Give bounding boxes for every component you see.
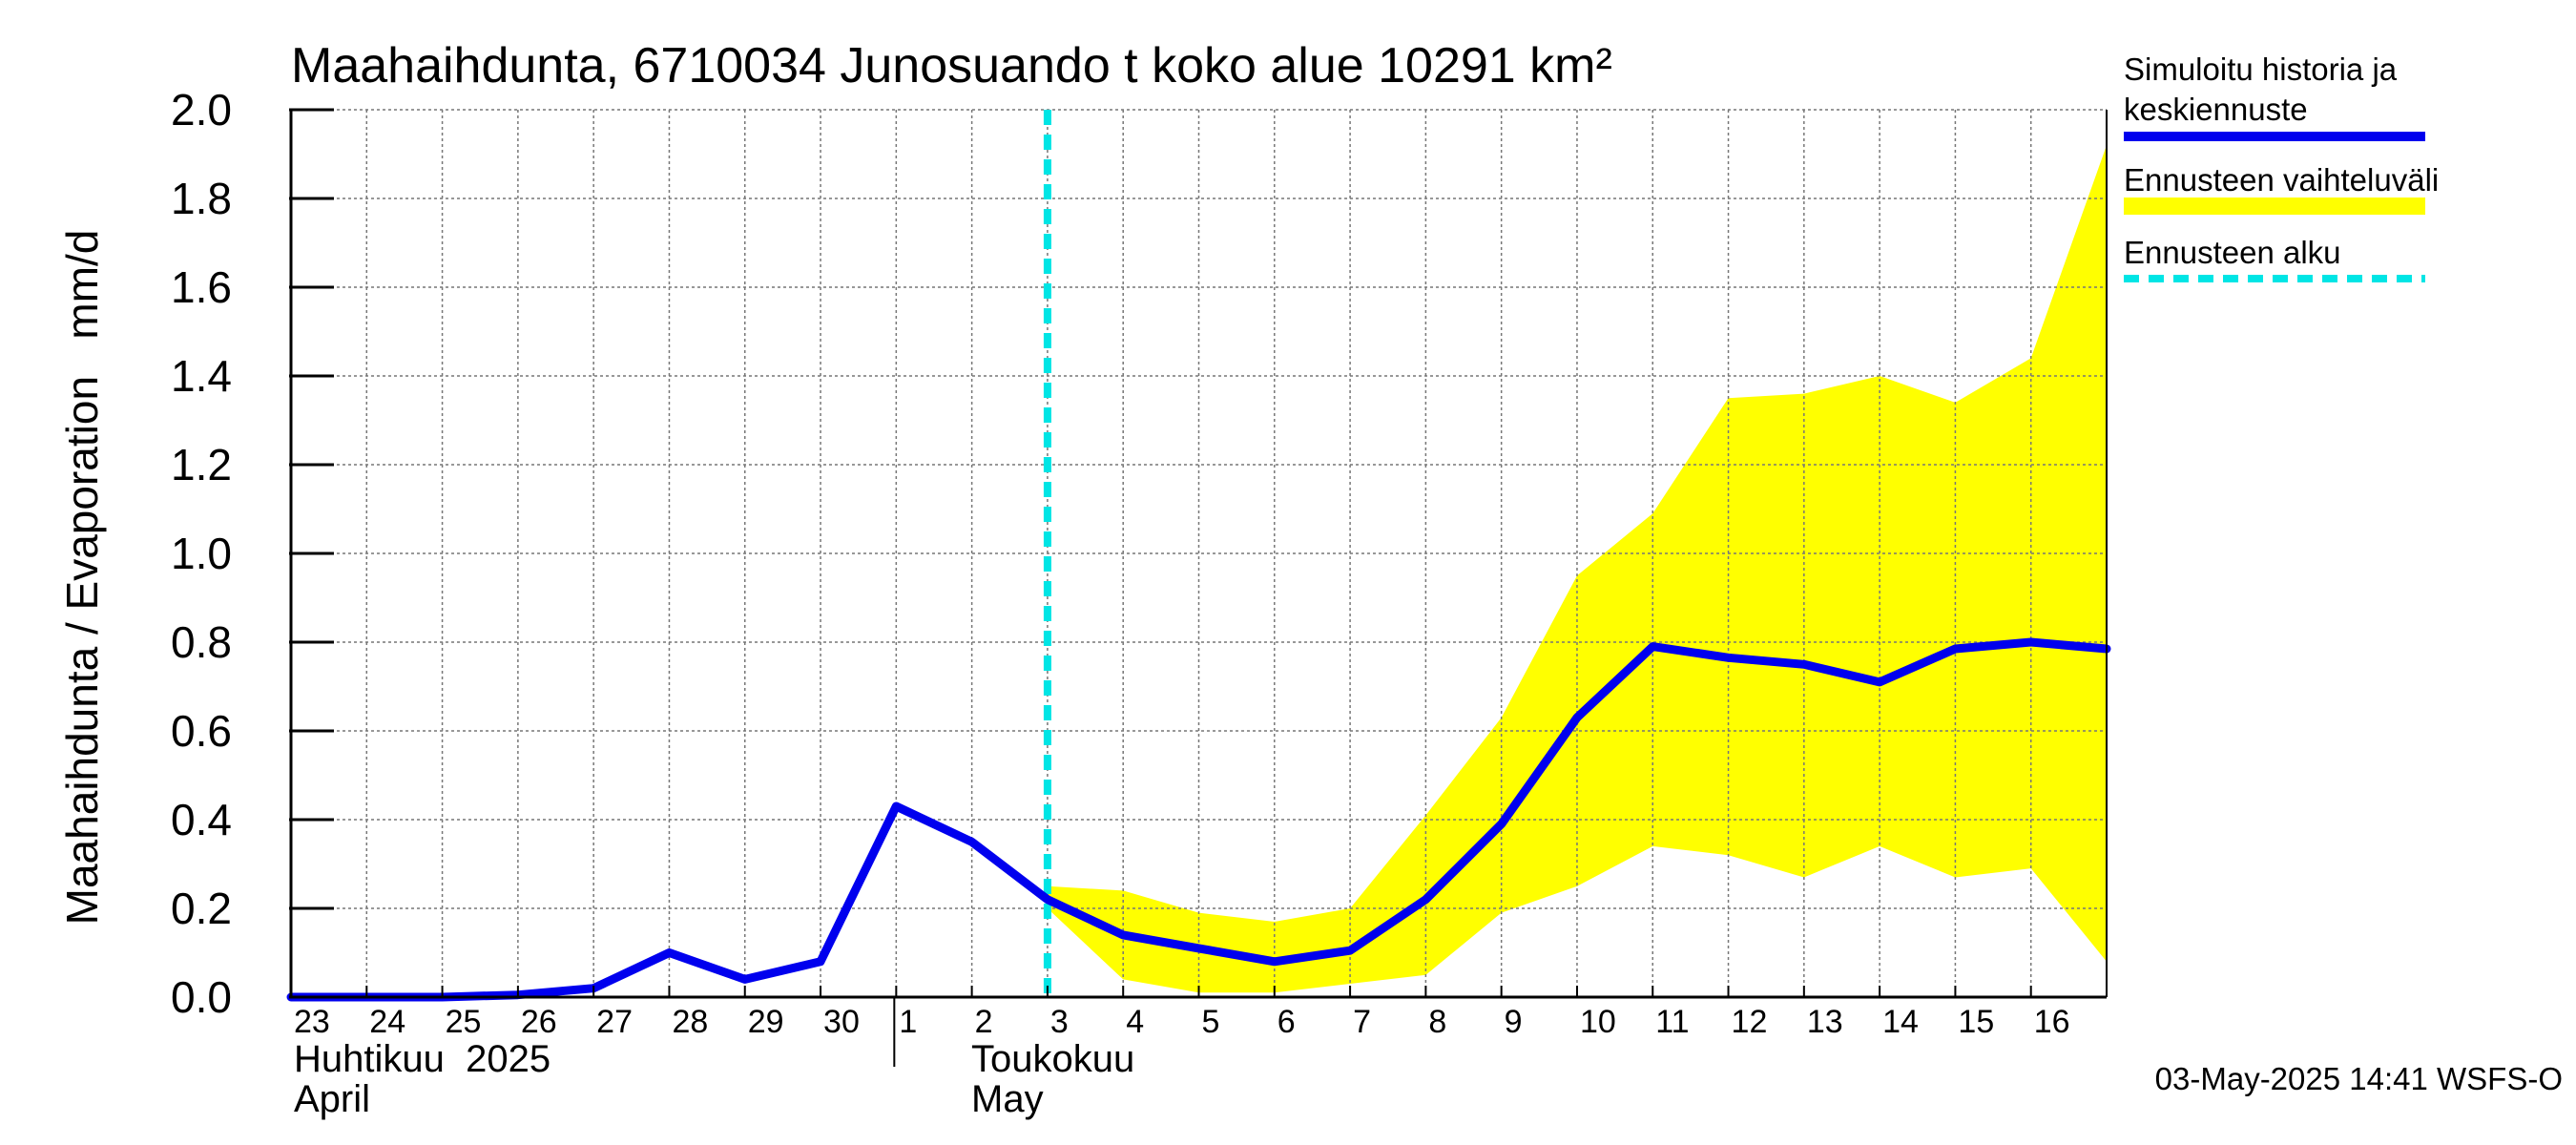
label-layer: 0.00.20.40.60.81.01.21.41.61.82.023 24 25 2… (171, 85, 2069, 1040)
y-tick-label: 0.2 (171, 884, 232, 933)
x-tick-label: 29 (748, 1004, 784, 1040)
x-tick-label: 12 (1732, 1004, 1768, 1040)
month-label-may-line1: Toukokuu (971, 1038, 1134, 1080)
x-tick-label: 7 (1353, 1004, 1371, 1040)
y-tick-label: 1.0 (171, 529, 232, 578)
month-label-april-line2: April (294, 1078, 370, 1120)
x-tick-label: 2 (975, 1004, 993, 1040)
legend: Simuloitu historia ja keskiennuste Ennus… (2124, 52, 2439, 282)
y-tick-label: 1.2 (171, 440, 232, 489)
y-tick-label: 1.6 (171, 262, 232, 312)
month-label-may-line2: May (971, 1078, 1044, 1120)
footer-timestamp: 03-May-2025 14:41 WSFS-O (2155, 1061, 2563, 1096)
x-tick-label: 11 (1655, 1004, 1689, 1040)
x-tick-label: 24 (369, 1004, 405, 1040)
x-tick-label: 13 (1807, 1004, 1843, 1040)
y-tick-label: 1.4 (171, 351, 232, 401)
x-tick-label: 14 (1882, 1004, 1919, 1040)
x-tick-label: 15 (1958, 1004, 1994, 1040)
y-tick-label: 0.4 (171, 795, 232, 844)
x-tick-label: 5 (1202, 1004, 1220, 1040)
grid-layer (291, 109, 2107, 997)
x-tick-label: 8 (1428, 1004, 1446, 1040)
y-axis-label: Maahaihdunta / Evaporation mm/d (57, 230, 107, 926)
forecast-range-band (1047, 145, 2107, 993)
legend-label-forecast-start: Ennusteen alku (2124, 235, 2341, 270)
y-tick-label: 1.8 (171, 174, 232, 223)
x-tick-label: 23 (294, 1004, 330, 1040)
month-label-april-line1: Huhtikuu 2025 (294, 1038, 551, 1080)
y-tick-label: 0.0 (171, 972, 232, 1022)
axis-layer (289, 108, 2108, 1067)
x-tick-label: 27 (596, 1004, 633, 1040)
x-tick-label: 26 (521, 1004, 557, 1040)
legend-label-history-line2: keskiennuste (2124, 92, 2308, 127)
x-tick-label: 25 (446, 1004, 482, 1040)
legend-label-history-line1: Simuloitu historia ja (2124, 52, 2398, 87)
x-tick-label: 6 (1278, 1004, 1296, 1040)
legend-label-range: Ennusteen vaihteluväli (2124, 162, 2439, 198)
x-tick-label: 16 (2034, 1004, 2070, 1040)
x-tick-label: 30 (823, 1004, 860, 1040)
y-tick-label: 0.6 (171, 706, 232, 756)
y-tick-label: 2.0 (171, 85, 232, 135)
x-tick-label: 4 (1126, 1004, 1144, 1040)
x-tick-label: 9 (1505, 1004, 1523, 1040)
x-tick-label: 3 (1050, 1004, 1069, 1040)
forecast-range-band-layer (1047, 145, 2107, 993)
x-tick-label: 1 (899, 1004, 917, 1040)
y-tick-label: 0.8 (171, 617, 232, 667)
x-tick-label: 10 (1580, 1004, 1616, 1040)
chart-title: Maahaihdunta, 6710034 Junosuando t koko … (291, 38, 1612, 94)
x-tick-label: 28 (672, 1004, 708, 1040)
